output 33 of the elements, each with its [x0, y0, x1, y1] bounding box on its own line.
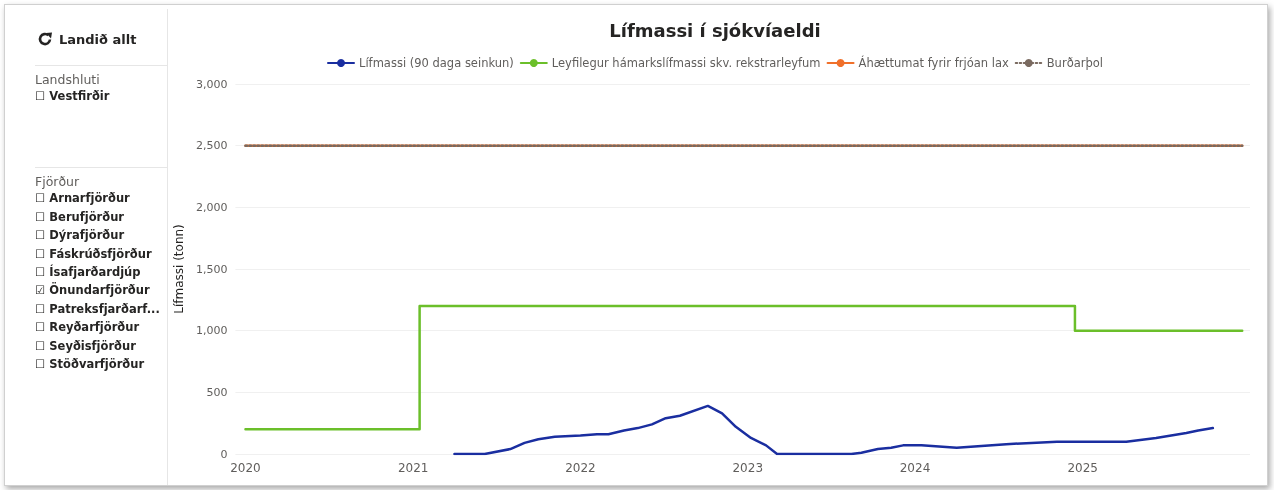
text: Fjörður — [35, 174, 81, 190]
legend-label: Burðarþol — [1046, 56, 1103, 70]
text: ☐ Fáskrúðsfjörður — [35, 245, 153, 263]
x-tick-label: 2020 — [230, 461, 261, 475]
text: ☐ Ísafjarðardjúp — [35, 263, 142, 282]
y-tick-label: 1,500 — [195, 262, 228, 276]
x-tick-label: 2024 — [899, 461, 931, 475]
legend-label: Áhættumat fyrir frjóan lax — [858, 55, 1009, 70]
text: ☐ Dýrafjörður — [35, 227, 126, 245]
text: ☑ Önundarfjörður — [35, 281, 151, 300]
x-tick-label: 2025 — [1067, 461, 1098, 475]
y-tick-label: 2,000 — [195, 200, 228, 214]
text: ☐ Stöðvarfjörður — [35, 356, 146, 374]
y-tick-label: 2,500 — [195, 139, 228, 153]
y-tick-label: 500 — [206, 385, 228, 399]
text: ☐ Reyðarfjörður — [35, 319, 141, 337]
chart-title: Lífmassi í sjókvíaeldi — [609, 19, 821, 41]
text: Landshluti — [35, 72, 101, 87]
text: ☐ Arnarfjörður — [35, 190, 131, 208]
text: ☐ Vestfirðir — [35, 88, 111, 105]
text: Landið allt — [59, 31, 137, 47]
text: ☐ Seyðisfjörður — [35, 337, 137, 355]
text: ☐ Patreksfjarðarf... — [35, 300, 161, 318]
y-tick-label: 3,000 — [195, 77, 228, 91]
text: ☐ Berufjörður — [35, 208, 125, 226]
y-axis-title: Lífmassi (tonn) — [172, 224, 186, 314]
x-tick-label: 2021 — [397, 461, 429, 475]
y-tick-label: 0 — [220, 447, 228, 461]
legend-label: Lífmassi (90 daga seinkun) — [359, 56, 514, 70]
x-tick-label: 2023 — [732, 461, 764, 475]
legend-label: Leyfilegur hámarkslífmassi skv. rekstrarleyfum — [551, 56, 821, 70]
x-tick-label: 2022 — [565, 461, 596, 475]
y-tick-label: 1,000 — [195, 324, 228, 338]
